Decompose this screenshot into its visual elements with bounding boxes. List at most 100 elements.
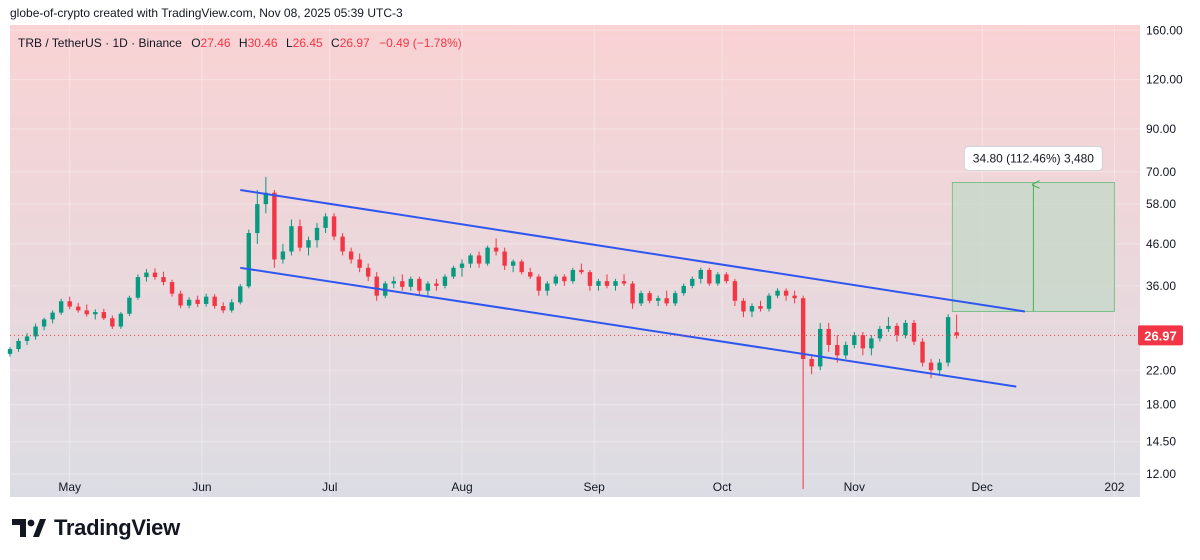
candle-body — [323, 216, 328, 228]
candle-body — [715, 274, 721, 284]
candle-body — [903, 322, 908, 336]
tradingview-logo-icon — [12, 519, 46, 537]
candle — [510, 259, 516, 273]
candle-body — [817, 328, 823, 367]
candle — [596, 278, 601, 291]
candle — [852, 332, 857, 349]
tradingview-logo-text: TradingView — [54, 515, 180, 540]
candle — [169, 279, 175, 297]
candle — [400, 274, 405, 291]
candle-body — [528, 272, 533, 277]
candle — [24, 333, 30, 345]
candle — [587, 269, 593, 291]
candle-body — [536, 276, 541, 291]
candle-body — [203, 296, 209, 304]
legend-low-label: L — [286, 36, 293, 50]
x-tick-label: Jun — [192, 480, 211, 494]
candle — [203, 293, 209, 307]
candle-body — [877, 328, 883, 339]
candle-body — [229, 302, 234, 311]
candle — [323, 213, 328, 234]
candle-body — [869, 338, 874, 349]
candle-body — [945, 317, 951, 363]
candle — [229, 299, 234, 313]
candle-body — [920, 341, 925, 363]
candle-body — [630, 283, 635, 304]
legend-open-value: 27.46 — [201, 36, 231, 50]
candle — [903, 319, 908, 339]
channel-lines[interactable] — [240, 188, 1026, 388]
candle-body — [775, 290, 780, 296]
candle-body — [673, 293, 678, 304]
candle — [468, 253, 473, 268]
candle — [528, 267, 533, 279]
x-tick-label: May — [58, 480, 81, 494]
candle-body — [331, 216, 337, 237]
candle-body — [7, 349, 13, 354]
candle-body — [741, 300, 746, 312]
candle — [519, 259, 524, 275]
legend-change: −0.49 (−1.78%) — [379, 36, 462, 50]
candle — [263, 176, 269, 214]
candle — [93, 309, 98, 320]
candle — [357, 253, 362, 273]
candles — [7, 176, 959, 490]
candle — [698, 267, 703, 284]
candle-body — [502, 251, 507, 266]
candle — [408, 276, 414, 291]
candle-body — [911, 322, 917, 342]
candle — [502, 247, 507, 270]
candle-body — [485, 247, 490, 264]
channel-line-upper[interactable] — [240, 188, 1026, 313]
y-tick-label: 12.00 — [1146, 467, 1176, 481]
candle — [886, 317, 891, 333]
candle-body — [545, 283, 550, 291]
candle-body — [101, 312, 107, 319]
x-tick-label: 202 — [1104, 480, 1124, 494]
tradingview-logo[interactable]: TradingView — [12, 515, 180, 541]
candle — [673, 290, 678, 307]
candle — [272, 189, 277, 268]
last-price-label: 26.97 — [1144, 328, 1177, 343]
candle-body — [655, 298, 661, 301]
candle-body — [860, 335, 866, 349]
candle-body — [357, 259, 362, 268]
y-tick-label: 58.00 — [1146, 197, 1176, 211]
y-tick-label: 90.00 — [1146, 122, 1176, 136]
channel-line-lower[interactable] — [240, 266, 1017, 388]
candle-body — [604, 281, 610, 286]
candle-body — [135, 277, 141, 298]
candle — [613, 278, 618, 291]
candle-body — [33, 326, 38, 337]
candle-body — [800, 298, 806, 359]
candle-body — [152, 272, 158, 278]
candle-body — [289, 226, 294, 252]
candle-body — [186, 299, 192, 306]
x-tick-label: Jul — [322, 480, 337, 494]
candle-body — [954, 332, 959, 336]
candle — [391, 276, 396, 289]
chart-credit: globe-of-crypto created with TradingView… — [10, 6, 403, 20]
candle — [920, 338, 925, 367]
candle — [289, 219, 294, 256]
candle — [365, 263, 371, 282]
candle-body — [621, 281, 627, 284]
price-axis-background — [1140, 25, 1200, 497]
candle-body — [451, 267, 456, 277]
candle — [570, 267, 576, 284]
plot-background — [10, 25, 1140, 497]
candle-body — [843, 344, 848, 356]
candle-body — [93, 312, 98, 315]
candle-body — [886, 325, 891, 329]
candle — [306, 236, 311, 256]
candle-body — [391, 281, 396, 284]
chart[interactable]: 34.80 (112.46%) 3,480 12.00 14.50 18.00 22.… — [0, 0, 1200, 510]
legend-close-value: 26.97 — [340, 36, 370, 50]
candle-body — [144, 272, 149, 278]
candle-body — [613, 281, 618, 286]
candle — [655, 295, 661, 307]
candle-body — [246, 233, 251, 287]
candle-body — [280, 251, 286, 260]
candle — [604, 274, 610, 289]
candle — [715, 272, 721, 286]
